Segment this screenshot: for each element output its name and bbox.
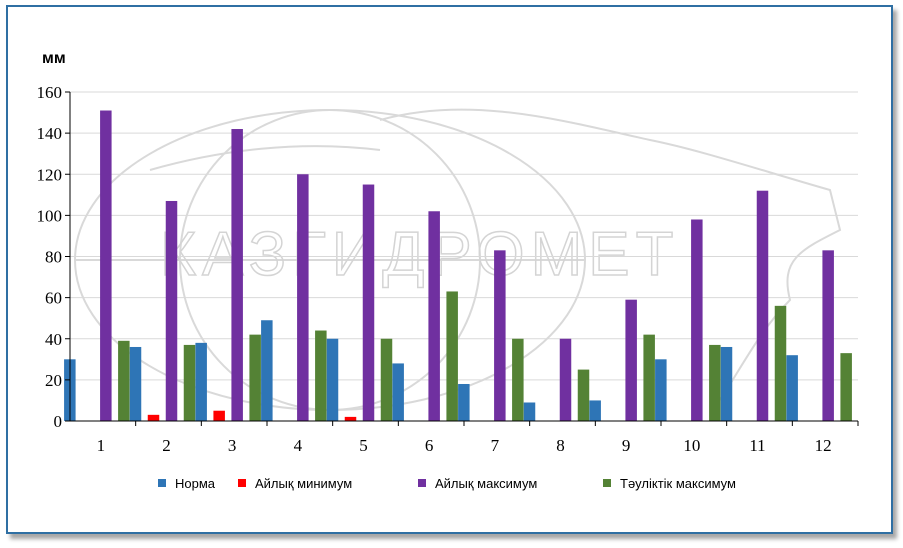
x-tick-label: 10 xyxy=(683,436,700,455)
bar-4-11 xyxy=(774,305,787,421)
x-tick-label: 4 xyxy=(294,436,303,455)
bar-3-11 xyxy=(756,190,769,421)
bar-1-7 xyxy=(458,383,470,421)
x-tick-label: 8 xyxy=(556,436,565,455)
x-axis-ticks: 1 2 3 4 5 6 7 8 9 10 11 12 xyxy=(97,421,859,455)
bar-1-8 xyxy=(523,402,536,421)
y-tick-label: 120 xyxy=(37,165,63,184)
bar-1-11 xyxy=(720,346,733,421)
y-tick-label: 100 xyxy=(37,206,63,225)
y-tick-label: 20 xyxy=(45,371,62,390)
y-tick-label: 80 xyxy=(45,248,62,267)
bar-2-5 xyxy=(344,416,357,421)
legend: Норма Айлық минимум Айлық максимум Тәулікті… xyxy=(158,476,736,491)
bar-3-4 xyxy=(297,174,309,421)
bar-4-7 xyxy=(512,338,524,421)
x-tick-label: 6 xyxy=(425,436,434,455)
bar-4-10 xyxy=(709,344,721,421)
bar-4-4 xyxy=(315,330,327,421)
bar-1-6 xyxy=(392,363,404,421)
chart-frame xyxy=(6,5,893,534)
bar-3-10 xyxy=(691,219,703,421)
legend-label: Норма xyxy=(175,476,216,491)
bar-4-1 xyxy=(118,340,130,421)
bar-3-6 xyxy=(428,211,440,421)
bar-1-12 xyxy=(786,355,798,421)
bar-4-3 xyxy=(249,334,261,421)
x-tick-label: 5 xyxy=(359,436,368,455)
bar-3-12 xyxy=(822,250,834,421)
y-axis-unit-label: мм xyxy=(42,50,66,67)
bar-3-1 xyxy=(100,110,112,421)
bar-3-8 xyxy=(559,338,572,421)
bar-1-9 xyxy=(589,400,601,421)
bar-2-3 xyxy=(213,410,225,421)
y-tick-label: 60 xyxy=(45,289,62,308)
x-tick-label: 9 xyxy=(622,436,631,455)
legend-swatch xyxy=(603,479,611,487)
x-tick-label: 11 xyxy=(749,436,765,455)
legend-label: Тәуліктік максимум xyxy=(620,476,736,491)
y-tick-label: 160 xyxy=(37,83,63,102)
y-tick-label: 40 xyxy=(45,330,62,349)
x-tick-label: 2 xyxy=(162,436,171,455)
y-tick-label: 0 xyxy=(54,412,63,431)
bar-4-2 xyxy=(183,344,196,421)
bar-4-5 xyxy=(380,338,393,421)
bar-3-5 xyxy=(362,184,375,421)
bar-3-9 xyxy=(625,299,637,421)
y-tick-label: 140 xyxy=(37,124,63,143)
bar-1-10 xyxy=(655,359,667,421)
bars xyxy=(64,110,852,421)
y-axis-ticks: 0 20 40 60 80 100 120 140 160 xyxy=(37,83,70,431)
x-tick-label: 1 xyxy=(97,436,106,455)
x-tick-label: 3 xyxy=(228,436,237,455)
bar-4-9 xyxy=(643,334,655,421)
bar-1-5 xyxy=(326,338,339,421)
x-tick-label: 12 xyxy=(815,436,832,455)
watermark-text: КАЗГИДРОМЕТ xyxy=(160,220,679,289)
legend-label: Айлық минимум xyxy=(255,476,352,491)
bar-3-2 xyxy=(165,200,178,421)
legend-swatch xyxy=(418,479,426,487)
bar-3-7 xyxy=(494,250,506,421)
bar-4-12 xyxy=(840,353,852,421)
bar-1-3 xyxy=(195,342,207,421)
legend-swatch xyxy=(158,479,166,487)
legend-label: Айлық максимум xyxy=(435,476,537,491)
bar-2-2 xyxy=(147,414,160,421)
bar-1-4 xyxy=(261,320,273,421)
x-tick-label: 7 xyxy=(491,436,500,455)
bar-4-8 xyxy=(577,369,590,421)
watermark-logo: КАЗГИДРОМЕТ xyxy=(74,108,842,411)
bar-3-3 xyxy=(231,129,243,421)
bar-4-6 xyxy=(446,291,458,421)
bar-1-2 xyxy=(129,346,142,421)
legend-swatch xyxy=(238,479,246,487)
